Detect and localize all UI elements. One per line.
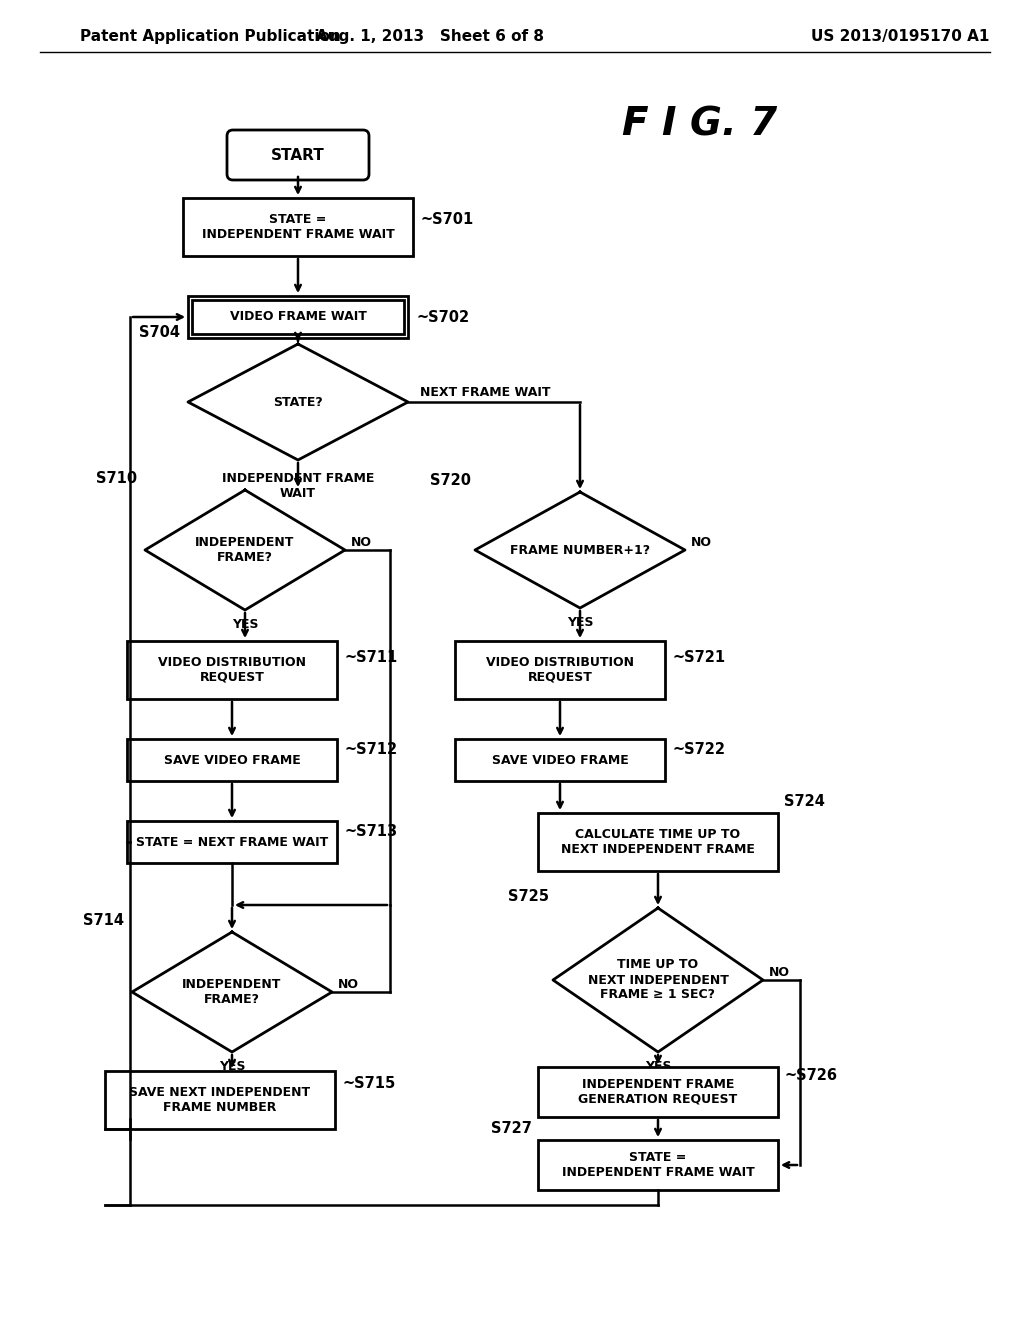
- Text: NO: NO: [769, 965, 790, 978]
- Bar: [538, 1067, 778, 1117]
- Text: VIDEO DISTRIBUTION
REQUEST: VIDEO DISTRIBUTION REQUEST: [158, 656, 306, 684]
- Text: YES: YES: [219, 1060, 246, 1073]
- Text: VIDEO DISTRIBUTION
REQUEST: VIDEO DISTRIBUTION REQUEST: [486, 656, 634, 684]
- FancyBboxPatch shape: [227, 129, 369, 180]
- Text: SAVE VIDEO FRAME: SAVE VIDEO FRAME: [164, 754, 300, 767]
- Bar: [105, 1071, 335, 1129]
- Text: STATE =
INDEPENDENT FRAME WAIT: STATE = INDEPENDENT FRAME WAIT: [561, 1151, 755, 1179]
- Text: Aug. 1, 2013   Sheet 6 of 8: Aug. 1, 2013 Sheet 6 of 8: [316, 29, 544, 45]
- Bar: [455, 739, 665, 781]
- Bar: [188, 296, 408, 338]
- Text: NO: NO: [351, 536, 372, 549]
- Text: STATE?: STATE?: [273, 396, 323, 408]
- Text: NO: NO: [691, 536, 712, 549]
- Text: STATE =
INDEPENDENT FRAME WAIT: STATE = INDEPENDENT FRAME WAIT: [202, 213, 394, 242]
- Text: INDEPENDENT
FRAME?: INDEPENDENT FRAME?: [182, 978, 282, 1006]
- Text: SAVE NEXT INDEPENDENT
FRAME NUMBER: SAVE NEXT INDEPENDENT FRAME NUMBER: [129, 1086, 310, 1114]
- Bar: [127, 821, 337, 863]
- Text: S704: S704: [139, 325, 180, 341]
- Text: ~S702: ~S702: [416, 309, 469, 325]
- Text: CALCULATE TIME UP TO
NEXT INDEPENDENT FRAME: CALCULATE TIME UP TO NEXT INDEPENDENT FR…: [561, 828, 755, 855]
- Text: INDEPENDENT FRAME
WAIT: INDEPENDENT FRAME WAIT: [222, 473, 374, 500]
- Text: YES: YES: [645, 1060, 672, 1073]
- Text: S710: S710: [96, 471, 137, 486]
- Bar: [538, 813, 778, 871]
- Text: S714: S714: [83, 913, 124, 928]
- Bar: [183, 198, 413, 256]
- Text: SAVE VIDEO FRAME: SAVE VIDEO FRAME: [492, 754, 629, 767]
- Text: F I G. 7: F I G. 7: [623, 106, 777, 144]
- Text: S727: S727: [492, 1121, 532, 1137]
- Bar: [127, 642, 337, 700]
- Bar: [193, 300, 404, 334]
- Text: YES: YES: [231, 618, 258, 631]
- Text: ~S701: ~S701: [421, 211, 474, 227]
- Text: S720: S720: [430, 473, 471, 488]
- Text: INDEPENDENT
FRAME?: INDEPENDENT FRAME?: [196, 536, 295, 564]
- Text: ~S711: ~S711: [345, 651, 398, 665]
- Text: VIDEO FRAME WAIT: VIDEO FRAME WAIT: [229, 310, 367, 323]
- Bar: [455, 642, 665, 700]
- Text: S724: S724: [784, 795, 825, 809]
- Bar: [538, 1140, 778, 1191]
- Text: ~S721: ~S721: [673, 651, 726, 665]
- Text: STATE = NEXT FRAME WAIT: STATE = NEXT FRAME WAIT: [136, 836, 328, 849]
- Text: NEXT FRAME WAIT: NEXT FRAME WAIT: [420, 385, 551, 399]
- Text: ~S713: ~S713: [345, 825, 398, 840]
- Text: ~S726: ~S726: [784, 1068, 837, 1084]
- Text: US 2013/0195170 A1: US 2013/0195170 A1: [811, 29, 989, 45]
- Text: FRAME NUMBER+1?: FRAME NUMBER+1?: [510, 544, 650, 557]
- Text: ~S715: ~S715: [343, 1077, 396, 1092]
- Bar: [127, 739, 337, 781]
- Text: S725: S725: [508, 888, 549, 904]
- Text: NO: NO: [338, 978, 359, 990]
- Text: ~S712: ~S712: [345, 742, 398, 758]
- Text: INDEPENDENT FRAME
GENERATION REQUEST: INDEPENDENT FRAME GENERATION REQUEST: [579, 1078, 737, 1106]
- Text: TIME UP TO
NEXT INDEPENDENT
FRAME ≥ 1 SEC?: TIME UP TO NEXT INDEPENDENT FRAME ≥ 1 SE…: [588, 958, 728, 1002]
- Text: Patent Application Publication: Patent Application Publication: [80, 29, 341, 45]
- Text: YES: YES: [566, 616, 593, 630]
- Text: ~S722: ~S722: [673, 742, 726, 758]
- Text: START: START: [271, 148, 325, 162]
